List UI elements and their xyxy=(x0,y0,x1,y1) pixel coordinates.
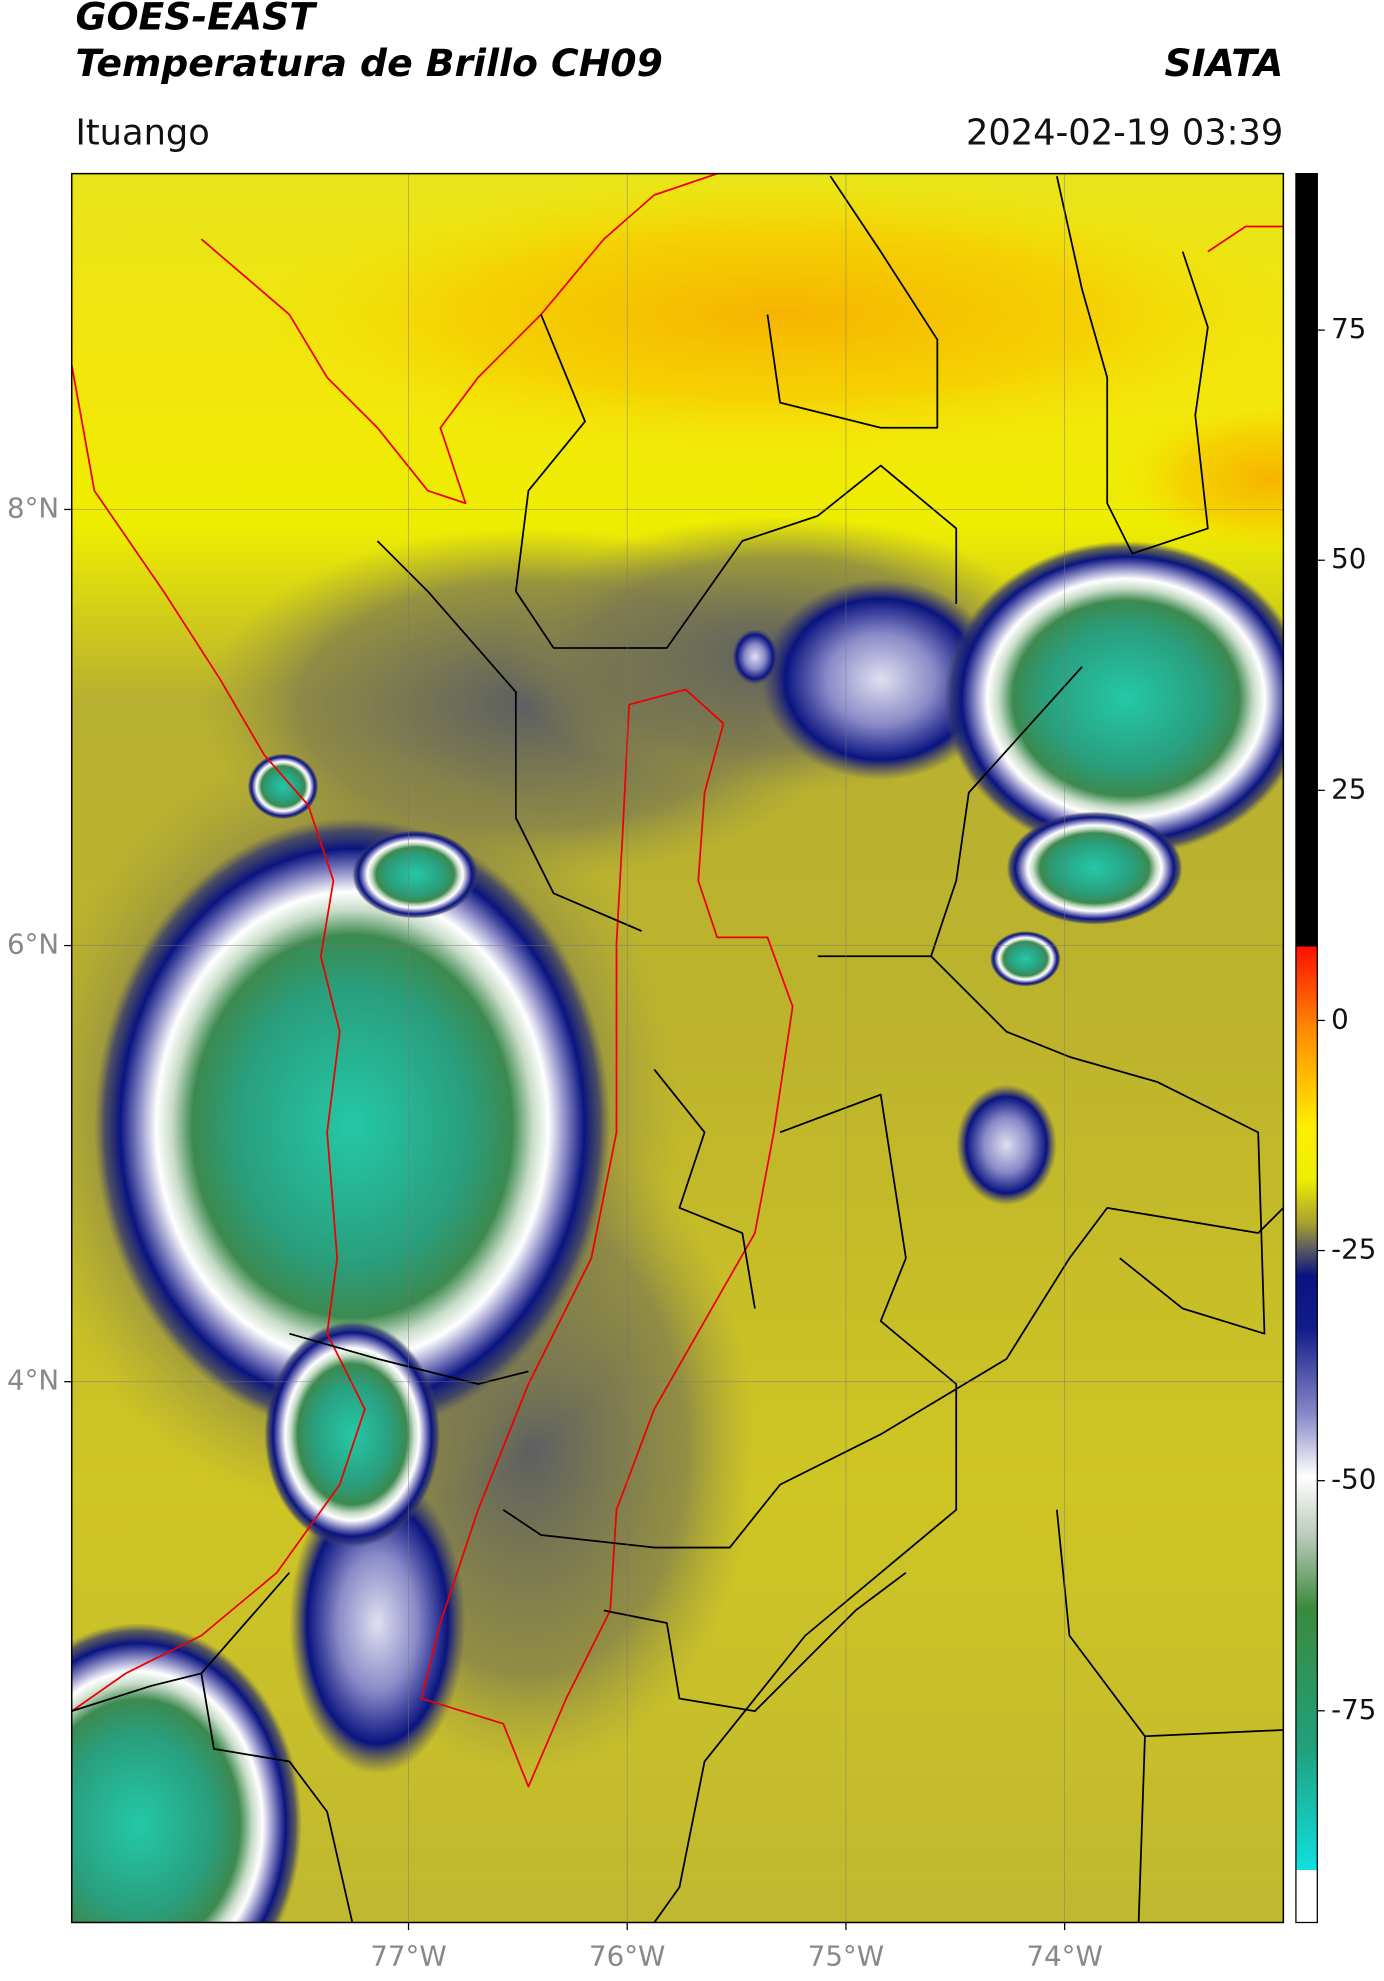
y-tick-label: 6°N xyxy=(7,928,59,961)
map-frame xyxy=(70,172,1285,1924)
location: Ituango xyxy=(75,113,209,154)
x-tick-label: 76°W xyxy=(589,1940,665,1973)
brand: SIATA xyxy=(1165,41,1284,85)
y-tick-label: 4°N xyxy=(7,1364,59,1397)
colorbar-tick-label: 50 xyxy=(1331,542,1366,575)
colorbar-tick-label: -50 xyxy=(1331,1463,1376,1496)
map-image xyxy=(71,173,1284,1923)
axes: 77°W 76°W 75°W 74°W 4°N 6°N 8°N -75 -50 -25 0 25 50 7… xyxy=(7,173,1376,1973)
x-tick-label: 77°W xyxy=(370,1940,446,1973)
datetime: 2024-02-19 03:39 xyxy=(966,113,1283,154)
colorbar-tick-label: 75 xyxy=(1331,312,1366,345)
x-tick-label: 75°W xyxy=(808,1940,884,1973)
colorbar-tick-label: 0 xyxy=(1331,1002,1349,1035)
colorbar-tick-label: 25 xyxy=(1331,772,1366,805)
title: GOES-EAST xyxy=(75,0,318,38)
colorbar-tick-label: -75 xyxy=(1331,1693,1376,1726)
subtitle: Temperatura de Brillo CH09 xyxy=(75,41,662,85)
colorbar xyxy=(1295,172,1318,1924)
y-tick-label: 8°N xyxy=(7,491,59,524)
x-tick-label: 74°W xyxy=(1026,1940,1102,1973)
colorbar-tick-label: -25 xyxy=(1331,1233,1376,1266)
